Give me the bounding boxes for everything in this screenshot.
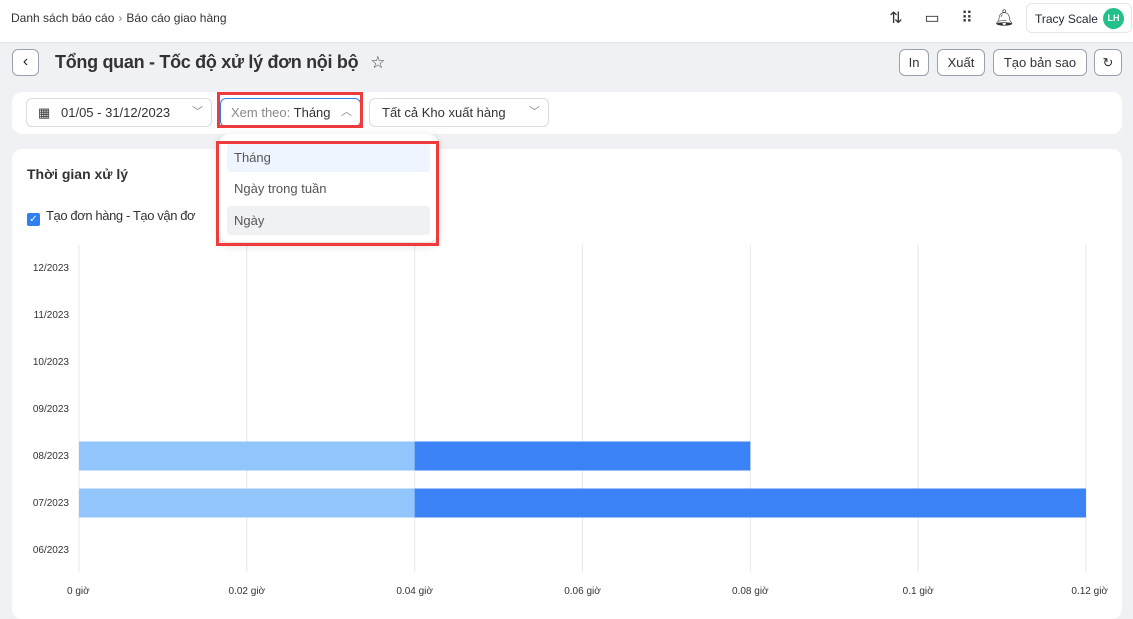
view-by-label: Xem theo:: [231, 105, 291, 120]
processing-time-card: Thời gian xử lý ✓ Tạo đơn hàng - Tạo vận …: [12, 149, 1122, 619]
x-tick-label: 0.12 giờ: [1071, 586, 1108, 597]
star-icon[interactable]: ☆: [370, 52, 386, 72]
sync-icon[interactable]: ⇅: [889, 10, 903, 27]
user-menu[interactable]: Tracy Scale LH: [1026, 3, 1132, 33]
y-tick-label: 09/2023: [33, 404, 70, 415]
refresh-button[interactable]: ↻: [1094, 49, 1122, 76]
y-tick-label: 08/2023: [33, 451, 70, 462]
page-title: Tổng quan - Tốc độ xử lý đơn nội bộ: [55, 52, 359, 72]
x-tick-label: 0.1 giờ: [903, 586, 934, 597]
avatar: LH: [1103, 8, 1124, 29]
warehouse-value: Tất cả Kho xuất hàng: [382, 105, 506, 120]
breadcrumb-delivery-report[interactable]: Báo cáo giao hàng: [126, 11, 227, 25]
bar-segment: [79, 441, 415, 471]
x-tick-label: 0.08 giờ: [732, 586, 769, 597]
highlight-box: [217, 92, 363, 128]
export-button[interactable]: Xuất: [937, 49, 985, 76]
title-row: Tổng quan - Tốc độ xử lý đơn nội bộ ☆: [55, 52, 386, 73]
legend-label: Tạo đơn hàng - Tạo vận đơ: [46, 208, 196, 223]
y-tick-label: 07/2023: [33, 498, 70, 509]
option-day[interactable]: Ngày: [227, 206, 430, 235]
chevron-down-icon: ﹀: [192, 106, 203, 118]
calendar-icon: ▦: [38, 105, 51, 120]
view-by-select[interactable]: Xem theo: Tháng ︿: [220, 98, 361, 127]
chevron-up-icon: ︿: [341, 106, 352, 118]
apps-grid-icon[interactable]: ⠿: [961, 10, 973, 27]
y-tick-label: 06/2023: [33, 545, 70, 556]
y-tick-label: 11/2023: [34, 310, 70, 321]
y-tick-label: 10/2023: [33, 357, 70, 368]
legend-item[interactable]: ✓ Tạo đơn hàng - Tạo vận đơ: [27, 208, 196, 226]
date-range-picker[interactable]: ▦ 01/05 - 31/12/2023 ﹀: [26, 98, 212, 127]
breadcrumb-reports-list[interactable]: Danh sách báo cáo: [11, 11, 115, 25]
user-name: Tracy Scale: [1035, 12, 1098, 26]
view-by-dropdown: Tháng Ngày trong tuần Ngày: [219, 134, 438, 242]
duplicate-button[interactable]: Tạo bản sao: [993, 49, 1087, 76]
chevron-down-icon: ﹀: [529, 106, 540, 118]
bar-segment: [79, 488, 415, 518]
x-tick-label: 0 giờ: [67, 586, 90, 597]
top-bar: Danh sách báo cáo › Báo cáo giao hàng ⇅ ▭ …: [0, 0, 1133, 43]
view-by-value: Tháng: [293, 105, 331, 120]
warehouse-select[interactable]: Tất cả Kho xuất hàng ﹀: [369, 98, 549, 127]
print-button[interactable]: In: [899, 49, 929, 76]
option-month[interactable]: Tháng: [227, 143, 430, 172]
option-weekday[interactable]: Ngày trong tuần: [234, 181, 327, 196]
x-tick-label: 0.06 giờ: [564, 586, 601, 597]
x-tick-label: 0.04 giờ: [396, 586, 433, 597]
date-range-value: 01/05 - 31/12/2023: [61, 105, 171, 120]
card-title: Thời gian xử lý: [27, 166, 128, 182]
y-tick-label: 12/2023: [33, 263, 70, 274]
breadcrumb: Danh sách báo cáo › Báo cáo giao hàng: [11, 11, 227, 25]
checkbox-checked-icon[interactable]: ✓: [27, 213, 40, 226]
chevron-right-icon: ›: [118, 11, 123, 25]
filter-bar: ▦ 01/05 - 31/12/2023 ﹀ Xem theo: Tháng ︿…: [12, 92, 1122, 134]
bar-segment: [414, 488, 1087, 518]
back-button[interactable]: ‹: [12, 49, 39, 76]
x-tick-label: 0.02 giờ: [229, 586, 266, 597]
feedback-icon[interactable]: ▭: [924, 10, 940, 27]
bar-segment: [414, 441, 751, 471]
bell-icon[interactable]: 🔔︎: [994, 10, 1015, 27]
highlight-box: [216, 141, 439, 246]
